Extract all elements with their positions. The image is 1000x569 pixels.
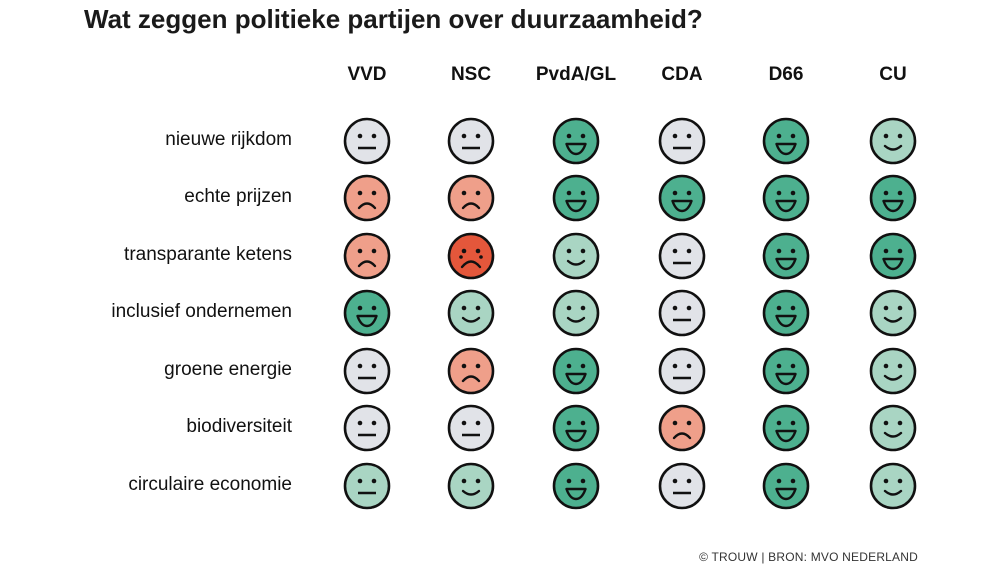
face-grin-icon (343, 289, 391, 337)
face-smile-icon (552, 232, 600, 280)
face-grin-icon (869, 232, 917, 280)
face-smile-icon (869, 462, 917, 510)
face-grin-icon (762, 174, 810, 222)
face-neutral-green-icon (343, 462, 391, 510)
face-grin-icon (762, 232, 810, 280)
face-smile-icon (447, 462, 495, 510)
column-header: CDA (661, 64, 703, 85)
face-very-sad-icon (447, 232, 495, 280)
face-sad-icon (447, 347, 495, 395)
face-neutral-icon (343, 347, 391, 395)
row-label: biodiversiteit (186, 416, 292, 437)
face-smile-icon (869, 117, 917, 165)
face-grin-icon (762, 117, 810, 165)
row-label: groene energie (164, 359, 292, 380)
face-smile-icon (869, 404, 917, 452)
row-label: inclusief ondernemen (111, 301, 292, 322)
face-neutral-icon (447, 404, 495, 452)
source-credit: © TROUW | BRON: MVO NEDERLAND (699, 550, 918, 564)
column-header: VVD (347, 64, 387, 85)
face-grin-icon (658, 174, 706, 222)
face-grin-icon (552, 462, 600, 510)
face-grin-icon (762, 462, 810, 510)
face-sad-icon (343, 174, 391, 222)
face-sad-icon (343, 232, 391, 280)
column-header: CU (879, 64, 907, 85)
face-grin-icon (552, 404, 600, 452)
face-neutral-icon (658, 117, 706, 165)
face-neutral-icon (658, 232, 706, 280)
face-grin-icon (552, 347, 600, 395)
face-neutral-icon (658, 347, 706, 395)
column-header: NSC (450, 64, 492, 85)
chart-title: Wat zeggen politieke partijen over duurz… (84, 4, 703, 34)
face-grin-icon (552, 174, 600, 222)
face-neutral-icon (447, 117, 495, 165)
column-header: PvdA/GL (535, 64, 617, 85)
face-neutral-icon (343, 404, 391, 452)
face-neutral-icon (658, 289, 706, 337)
row-label: nieuwe rijkdom (165, 129, 292, 150)
face-sad-icon (447, 174, 495, 222)
row-label: circulaire economie (128, 474, 292, 495)
face-smile-icon (552, 289, 600, 337)
face-smile-icon (447, 289, 495, 337)
face-grin-icon (762, 404, 810, 452)
face-smile-icon (869, 347, 917, 395)
face-grin-icon (762, 347, 810, 395)
row-label: transparante ketens (124, 244, 292, 265)
face-grin-icon (552, 117, 600, 165)
face-neutral-icon (343, 117, 391, 165)
face-grin-icon (869, 174, 917, 222)
row-label: echte prijzen (184, 186, 292, 207)
face-smile-icon (869, 289, 917, 337)
face-grin-icon (762, 289, 810, 337)
column-header: D66 (768, 64, 804, 85)
face-neutral-icon (658, 462, 706, 510)
face-sad-icon (658, 404, 706, 452)
